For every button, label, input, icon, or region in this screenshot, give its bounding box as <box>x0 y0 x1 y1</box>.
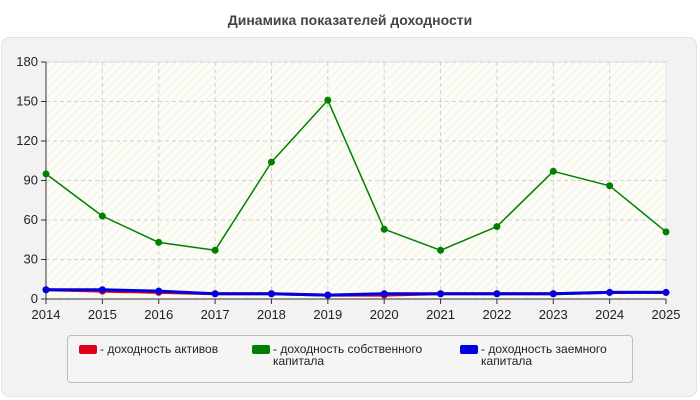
data-point-equity[interactable] <box>662 228 670 236</box>
data-point-equity[interactable] <box>493 223 501 231</box>
x-tick-label: 2020 <box>370 307 399 322</box>
data-point-debt[interactable] <box>267 290 275 298</box>
data-point-debt[interactable] <box>211 290 219 298</box>
legend: - доходность активов - доходность собств… <box>67 335 633 383</box>
y-tick-label: 0 <box>31 291 38 306</box>
data-point-debt[interactable] <box>98 286 106 294</box>
data-point-equity[interactable] <box>606 182 614 190</box>
data-point-debt[interactable] <box>324 291 332 299</box>
y-tick-label: 180 <box>16 54 38 69</box>
x-tick-label: 2016 <box>144 307 173 322</box>
legend-label-debt: - доходность заемного капитала <box>481 342 607 368</box>
data-point-equity[interactable] <box>437 246 445 254</box>
tick-labels: 0 30 60 90 120 150 180 2014 2015 2016 2017 2018 2019… <box>16 54 680 322</box>
x-tick-label: 2022 <box>482 307 511 322</box>
legend-label-assets: - доходность активов <box>100 342 219 356</box>
data-point-equity[interactable] <box>380 225 388 233</box>
series-line-debt <box>46 288 666 297</box>
x-tick-label: 2017 <box>201 307 230 322</box>
data-point-debt[interactable] <box>662 288 670 296</box>
y-tick-label: 60 <box>24 212 38 227</box>
data-point-debt[interactable] <box>606 288 614 296</box>
y-tick-label: 120 <box>16 133 38 148</box>
x-tick-label: 2023 <box>539 307 568 322</box>
legend-swatch-debt <box>460 345 478 354</box>
x-tick-label: 2024 <box>595 307 624 322</box>
data-point-debt[interactable] <box>380 290 388 298</box>
grid-lines <box>46 61 666 299</box>
series-debt <box>42 286 670 299</box>
y-tick-label: 150 <box>16 94 38 109</box>
x-tick-label: 2018 <box>257 307 286 322</box>
x-tick-label: 2021 <box>426 307 455 322</box>
legend-label-equity: - доходность собственного капитала <box>273 342 423 368</box>
y-tick-label: 30 <box>24 252 38 267</box>
data-point-equity[interactable] <box>42 170 50 178</box>
series-line-equity <box>45 99 667 252</box>
x-tick-label: 2025 <box>652 307 681 322</box>
chart-title: Динамика показателей доходности <box>227 12 473 28</box>
axes <box>41 61 667 304</box>
legend-swatch-equity <box>252 345 270 354</box>
data-point-equity[interactable] <box>98 212 106 220</box>
data-point-equity[interactable] <box>155 238 163 246</box>
data-point-equity[interactable] <box>324 96 332 104</box>
y-tick-label: 90 <box>24 173 38 188</box>
data-point-equity[interactable] <box>211 246 219 254</box>
x-tick-label: 2014 <box>32 307 61 322</box>
data-point-debt[interactable] <box>42 286 50 294</box>
x-tick-label: 2015 <box>88 307 117 322</box>
legend-swatch-assets <box>79 345 97 354</box>
data-point-debt[interactable] <box>437 290 445 298</box>
data-point-debt[interactable] <box>549 290 557 298</box>
data-point-debt[interactable] <box>493 290 501 298</box>
data-point-equity[interactable] <box>267 158 275 166</box>
data-point-equity[interactable] <box>549 167 557 175</box>
x-tick-label: 2019 <box>313 307 342 322</box>
series-lines <box>42 96 670 299</box>
data-point-debt[interactable] <box>155 287 163 295</box>
series-equity <box>42 96 670 254</box>
